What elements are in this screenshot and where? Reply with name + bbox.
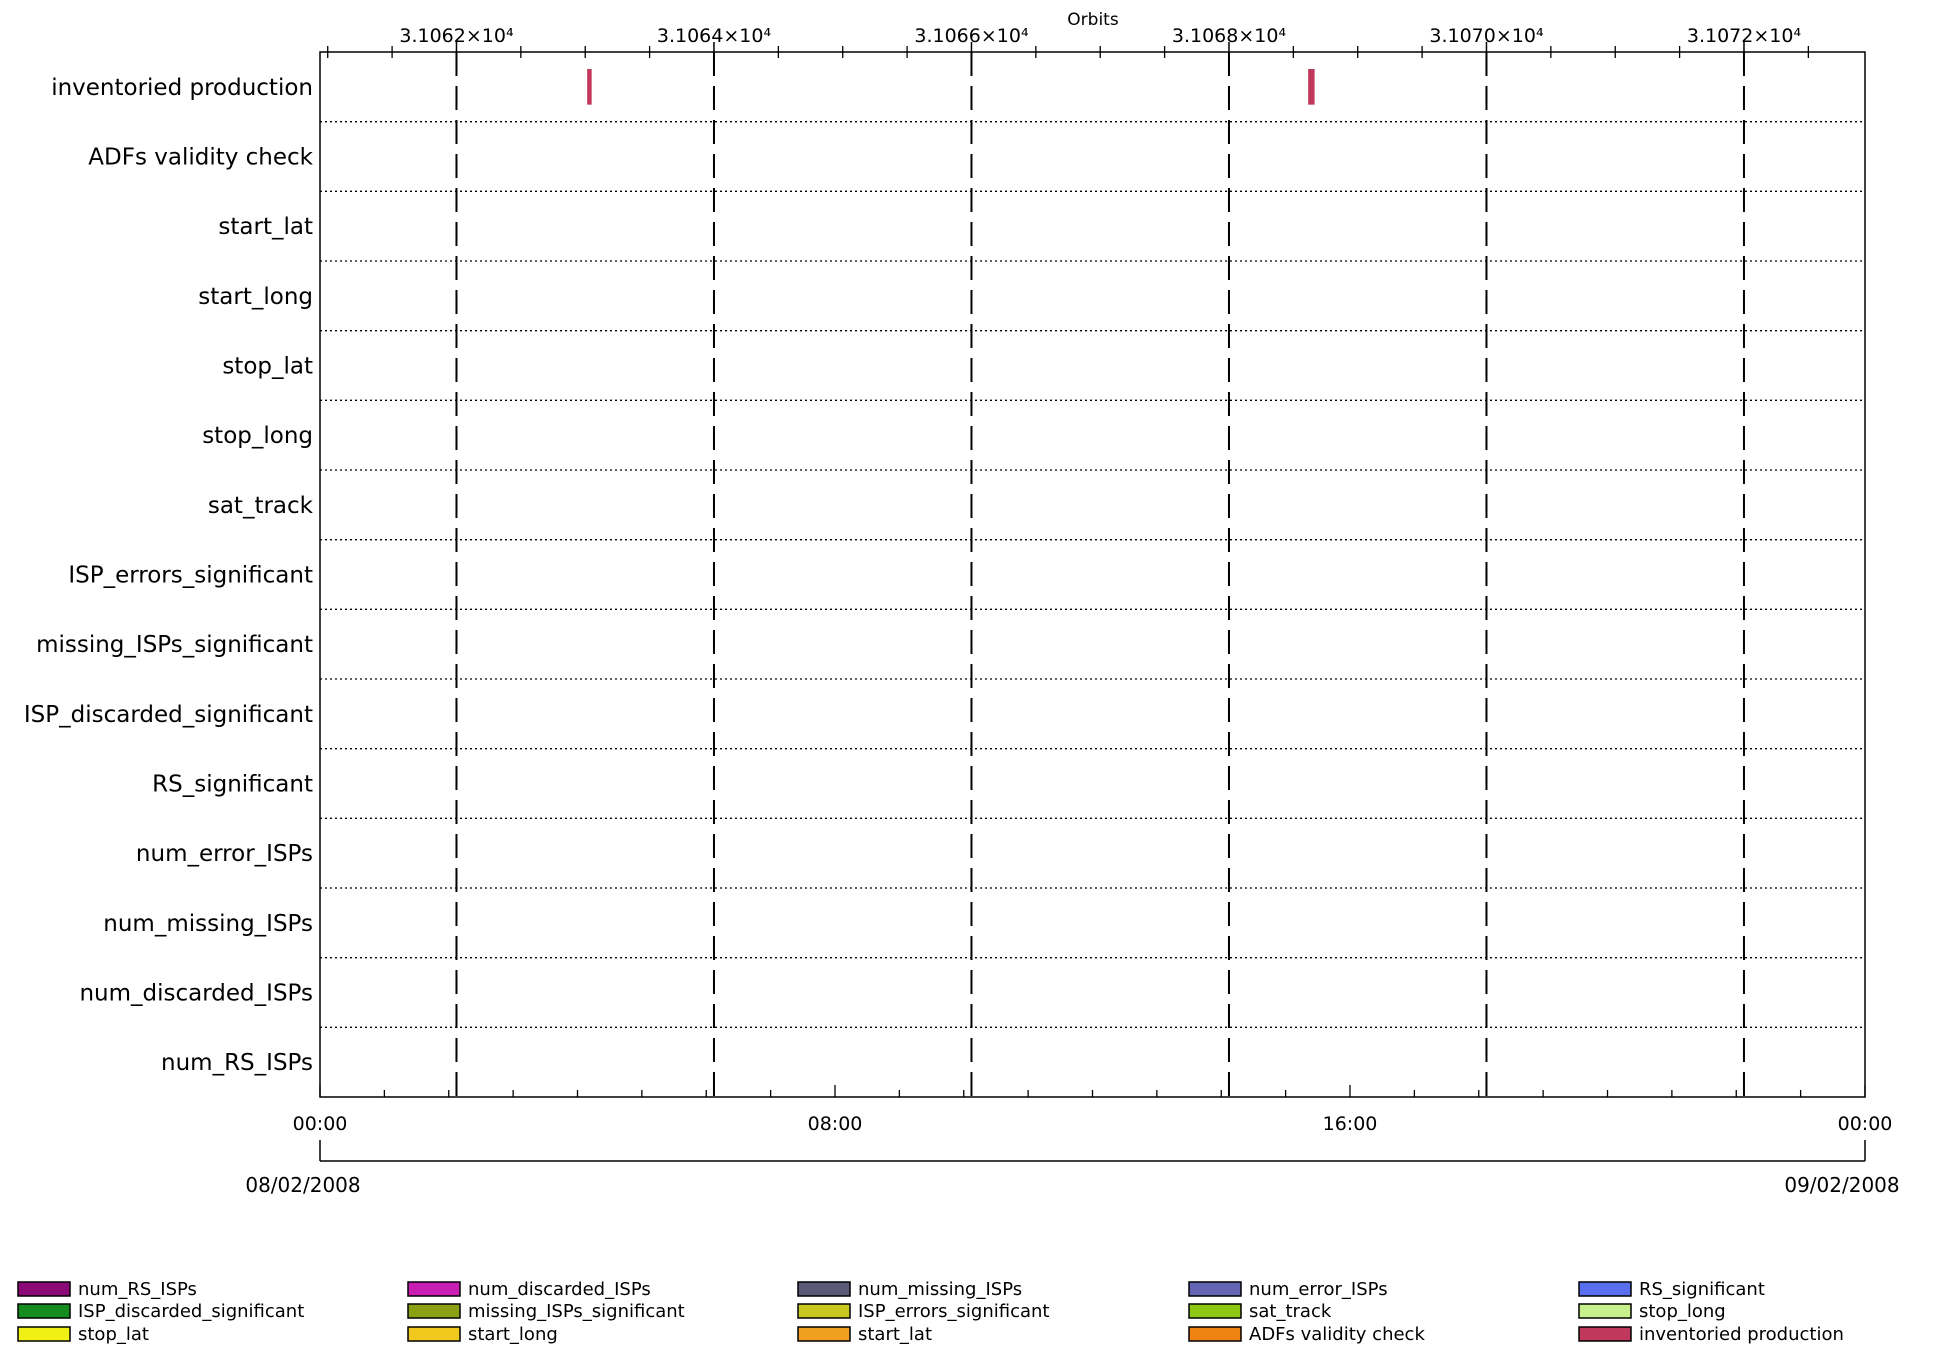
legend-label: stop_lat xyxy=(78,1324,149,1345)
legend-label: num_discarded_ISPs xyxy=(468,1279,651,1300)
row-label: num_error_ISPs xyxy=(136,841,313,867)
row-label: missing_ISPs_significant xyxy=(36,632,313,658)
legend-label: num_error_ISPs xyxy=(1249,1279,1388,1300)
row-label: num_RS_ISPs xyxy=(161,1050,313,1076)
row-label: num_discarded_ISPs xyxy=(79,981,313,1007)
time-tick-label: 08:00 xyxy=(808,1113,863,1135)
start-date-label: 08/02/2008 xyxy=(245,1173,360,1197)
legend-swatch xyxy=(1188,1303,1242,1319)
legend-swatch xyxy=(407,1303,461,1319)
orbit-tick-label: 3.1066×10⁴ xyxy=(914,25,1029,47)
end-date-label: 09/02/2008 xyxy=(1784,1173,1899,1197)
legend-swatch xyxy=(17,1326,71,1342)
orbit-boundary-lines xyxy=(455,52,1745,1097)
orbit-tick-label: 3.1064×10⁴ xyxy=(657,25,772,47)
row-label: start_long xyxy=(198,284,313,310)
orbit-tick-label: 3.1072×10⁴ xyxy=(1687,25,1802,47)
time-tick-label: 16:00 xyxy=(1323,1113,1378,1135)
row-labels: inventoried production ADFs validity chec… xyxy=(24,75,314,1076)
legend-label: sat_track xyxy=(1249,1301,1332,1322)
legend-swatch xyxy=(1578,1326,1632,1342)
legend-label: RS_significant xyxy=(1639,1279,1765,1300)
legend-label: start_lat xyxy=(858,1324,932,1345)
row-label: stop_lat xyxy=(222,354,313,380)
row-label: sat_track xyxy=(208,493,314,519)
row-label: num_missing_ISPs xyxy=(103,911,313,937)
legend-label: num_RS_ISPs xyxy=(78,1279,197,1300)
legend: num_RS_ISPs num_discarded_ISPs num_missing… xyxy=(17,1279,1844,1345)
orbit-axis: Orbits 3.1062×10⁴ 3.1064×10⁴ 3.1066×10⁴ 3.1… xyxy=(327,10,1809,58)
legend-swatch xyxy=(407,1281,461,1297)
event-mark xyxy=(587,69,592,105)
row-label: stop_long xyxy=(202,423,313,449)
row-label: ADFs validity check xyxy=(88,145,313,171)
legend-swatch xyxy=(797,1326,851,1342)
legend-label: ISP_errors_significant xyxy=(858,1301,1050,1322)
event-mark xyxy=(1308,69,1315,105)
legend-label: stop_long xyxy=(1639,1301,1726,1322)
orbit-tick-label: 3.1070×10⁴ xyxy=(1429,25,1544,47)
legend-label: inventoried production xyxy=(1639,1324,1844,1345)
row-label: ISP_discarded_significant xyxy=(24,702,313,728)
orbit-axis-title: Orbits xyxy=(1067,10,1119,30)
row-label: ISP_errors_significant xyxy=(68,563,313,589)
legend-label: ADFs validity check xyxy=(1249,1324,1425,1345)
legend-swatch xyxy=(1188,1326,1242,1342)
legend-label: ISP_discarded_significant xyxy=(78,1301,304,1322)
plot-frame xyxy=(319,51,1866,1098)
legend-swatch xyxy=(797,1281,851,1297)
legend-swatch xyxy=(1578,1281,1632,1297)
legend-label: start_long xyxy=(468,1324,558,1345)
orbit-tick-label: 3.1068×10⁴ xyxy=(1172,25,1287,47)
time-tick-label: 00:00 xyxy=(293,1113,348,1135)
orbit-tick-label: 3.1062×10⁴ xyxy=(399,25,514,47)
legend-swatch xyxy=(1578,1303,1632,1319)
row-label: RS_significant xyxy=(152,772,313,798)
legend-swatch xyxy=(797,1303,851,1319)
legend-swatch xyxy=(17,1281,71,1297)
row-separators xyxy=(320,121,1865,1028)
row-label: inventoried production xyxy=(51,75,313,101)
legend-swatch xyxy=(407,1326,461,1342)
row-label: start_lat xyxy=(218,214,313,240)
legend-swatch xyxy=(1188,1281,1242,1297)
event-marks xyxy=(587,69,1315,105)
legend-label: missing_ISPs_significant xyxy=(468,1301,685,1322)
legend-swatch xyxy=(17,1303,71,1319)
legend-label: num_missing_ISPs xyxy=(858,1279,1022,1300)
time-axis: 08/02/2008 09/02/2008 00:00 08:00 16:00 00:… xyxy=(245,1085,1900,1197)
time-tick-label: 00:00 xyxy=(1838,1113,1893,1135)
